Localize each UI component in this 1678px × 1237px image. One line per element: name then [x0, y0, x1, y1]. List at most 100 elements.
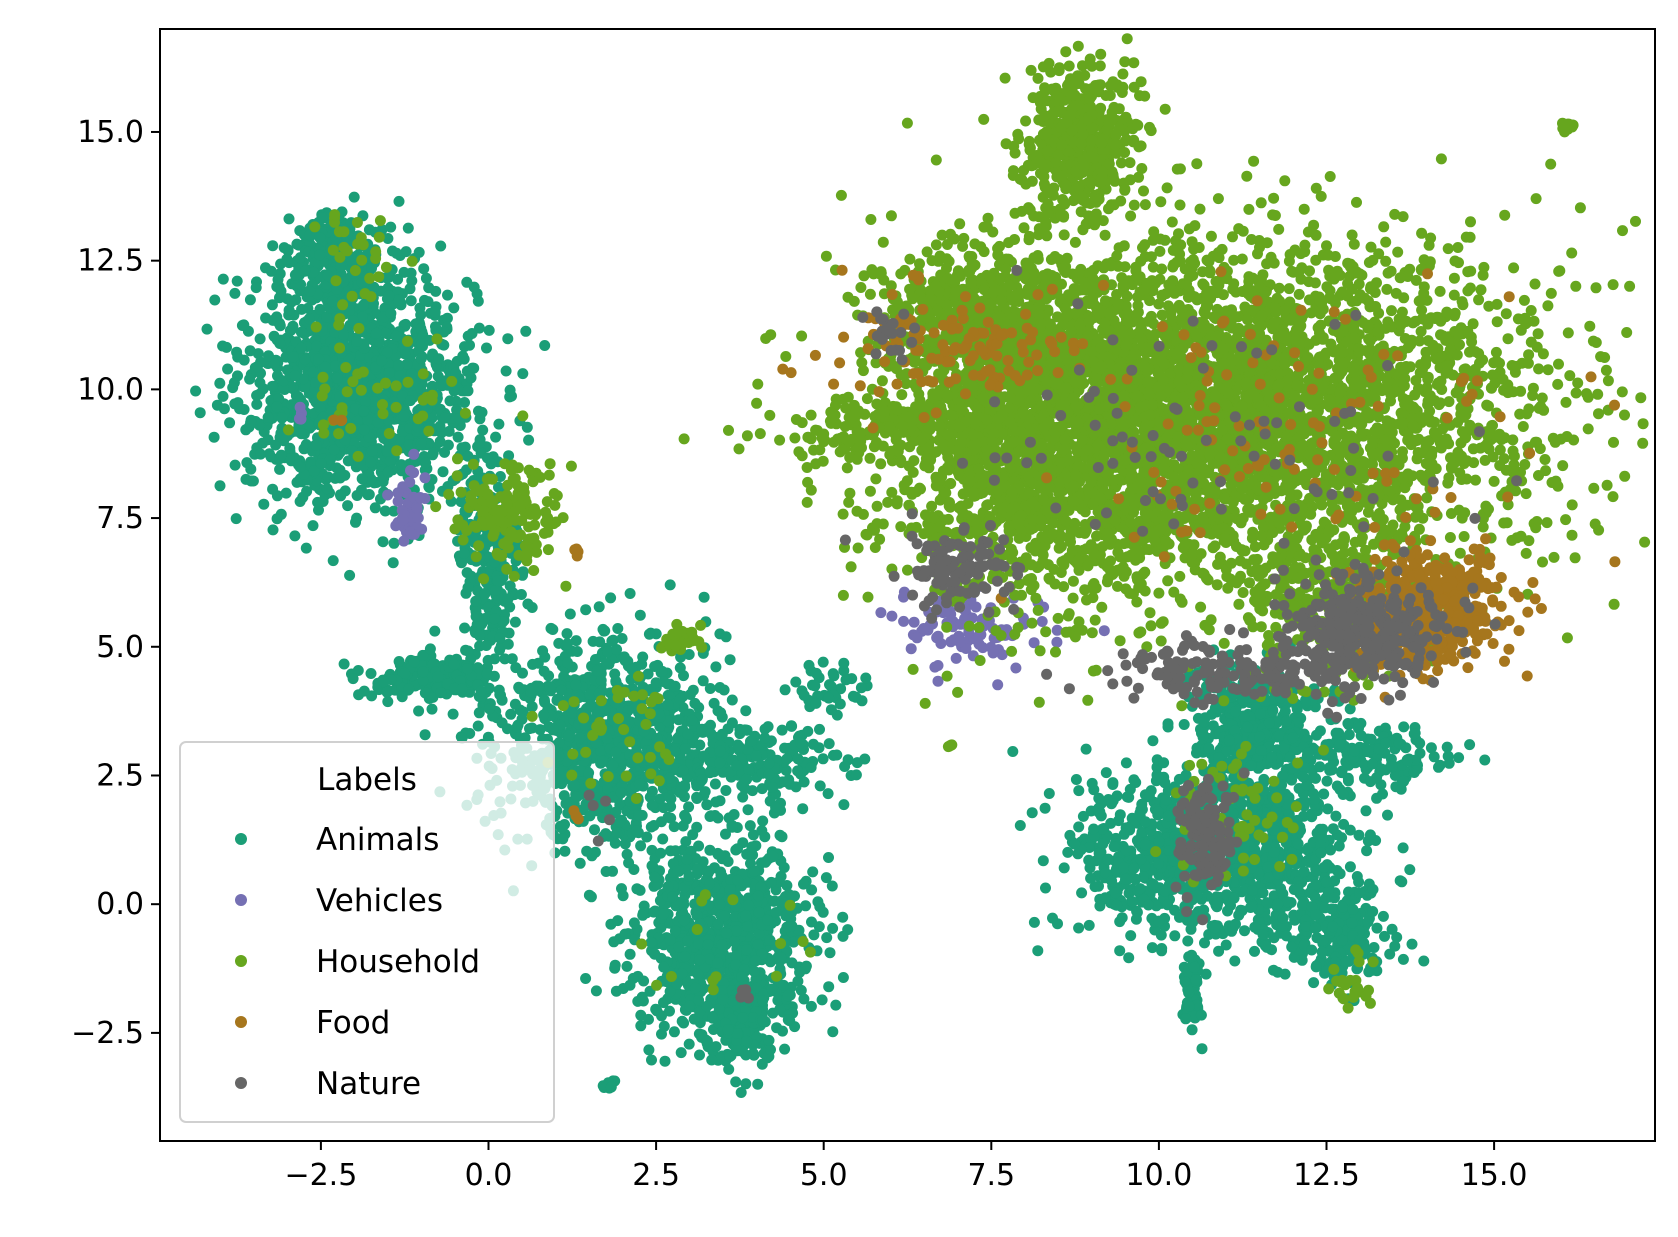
point-animals-126 — [217, 390, 229, 402]
point-animals-3237 — [696, 774, 708, 786]
point-animals-4138 — [690, 982, 701, 994]
point-animals-2757 — [605, 592, 617, 604]
point-animals-1621 — [291, 238, 303, 250]
point-animals-1214 — [310, 439, 322, 451]
point-animals-4293 — [766, 983, 778, 995]
point-animals-744 — [395, 459, 407, 471]
point-animals-2820 — [593, 601, 605, 613]
point-animals-3812 — [748, 865, 760, 877]
point-animals-2091 — [462, 663, 473, 675]
point-animals-916 — [229, 459, 241, 471]
point-animals-4858 — [1322, 803, 1334, 815]
point-animals-1338 — [314, 402, 326, 414]
point-animals-1157 — [285, 324, 297, 336]
point-animals-1164 — [214, 480, 226, 492]
point-animals-4073 — [693, 938, 704, 950]
point-animals-4144 — [679, 951, 691, 962]
point-animals-2863 — [797, 803, 809, 815]
point-animals-1337 — [466, 328, 478, 339]
point-animals-4096 — [704, 878, 715, 890]
point-animals-2985 — [664, 579, 676, 591]
point-animals-3241 — [691, 793, 703, 804]
point-animals-4905 — [1116, 912, 1128, 924]
point-animals-2924 — [538, 709, 550, 721]
point-animals-3207 — [731, 760, 743, 771]
point-animals-577 — [434, 420, 446, 432]
point-animals-1523 — [348, 191, 360, 203]
point-animals-1361 — [307, 366, 319, 378]
point-animals-4259 — [696, 1031, 708, 1043]
point-animals-1595 — [281, 253, 293, 265]
point-animals-4087 — [752, 939, 764, 950]
point-animals-3915 — [655, 847, 667, 859]
point-animals-1847 — [462, 582, 474, 594]
point-animals-3182 — [679, 743, 691, 755]
point-animals-2717 — [514, 683, 526, 695]
point-animals-2072 — [381, 686, 393, 698]
point-animals-4113 — [827, 922, 839, 934]
point-animals-1267 — [334, 472, 346, 484]
point-animals-1317 — [245, 475, 257, 487]
point-animals-1645 — [326, 295, 338, 307]
point-animals-3753 — [778, 862, 790, 873]
point-animals-4074 — [672, 865, 684, 877]
point-animals-2897 — [580, 604, 592, 616]
point-animals-364 — [388, 505, 400, 517]
point-animals-2718 — [483, 703, 495, 715]
point-animals-4010 — [612, 915, 624, 927]
point-animals-3943 — [800, 900, 812, 912]
point-animals-1391 — [245, 463, 257, 475]
point-animals-4034 — [712, 918, 724, 930]
point-animals-1620 — [289, 269, 301, 281]
point-animals-1897 — [470, 595, 482, 607]
point-animals-4247 — [740, 1049, 752, 1061]
point-animals-4095 — [669, 925, 681, 937]
point-animals-3824 — [670, 845, 681, 857]
point-animals-1646 — [391, 247, 403, 259]
point-animals-1375 — [356, 473, 368, 485]
point-animals-1294 — [274, 320, 286, 332]
point-animals-4035 — [795, 984, 807, 996]
point-animals-3881 — [691, 863, 703, 875]
point-animals-4236 — [707, 1012, 719, 1024]
point-animals-3124 — [705, 728, 717, 740]
point-animals-3751 — [643, 1013, 654, 1025]
point-animals-4755 — [1155, 929, 1167, 941]
point-animals-4117 — [721, 927, 733, 939]
point-animals-4119 — [741, 944, 753, 956]
point-animals-3172 — [746, 735, 757, 747]
point-animals-2701 — [611, 827, 623, 839]
point-animals-2521 — [494, 632, 506, 644]
point-animals-2196 — [624, 588, 636, 599]
point-animals-4672 — [1125, 930, 1137, 942]
point-animals-1252 — [415, 353, 427, 364]
point-animals-4057 — [714, 899, 726, 910]
point-animals-104 — [369, 502, 381, 514]
point-animals-3539 — [824, 947, 836, 959]
point-animals-987 — [468, 281, 480, 293]
point-animals-60 — [222, 363, 234, 375]
point-animals-783 — [483, 324, 495, 336]
point-animals-1144 — [263, 350, 274, 362]
point-animals-4137 — [681, 854, 693, 865]
point-animals-3656 — [816, 994, 828, 1006]
point-animals-712 — [301, 485, 313, 497]
point-animals-2876 — [447, 708, 459, 720]
point-animals-4099 — [775, 952, 787, 963]
point-animals-4045 — [687, 829, 699, 841]
point-animals-1660 — [437, 466, 449, 478]
point-animals-4094 — [753, 906, 765, 918]
point-animals-1324 — [262, 411, 274, 423]
point-animals-4133 — [807, 866, 819, 878]
point-animals-4127 — [667, 891, 679, 903]
point-animals-1285 — [287, 351, 299, 363]
point-animals-3385 — [655, 816, 667, 828]
point-animals-4574 — [1086, 777, 1098, 789]
point-animals-1471 — [385, 221, 397, 233]
point-animals-3955 — [808, 929, 820, 941]
point-animals-1185 — [307, 520, 319, 532]
point-animals-3186 — [679, 779, 691, 791]
point-animals-3209 — [807, 738, 819, 750]
point-animals-2797 — [720, 631, 732, 643]
